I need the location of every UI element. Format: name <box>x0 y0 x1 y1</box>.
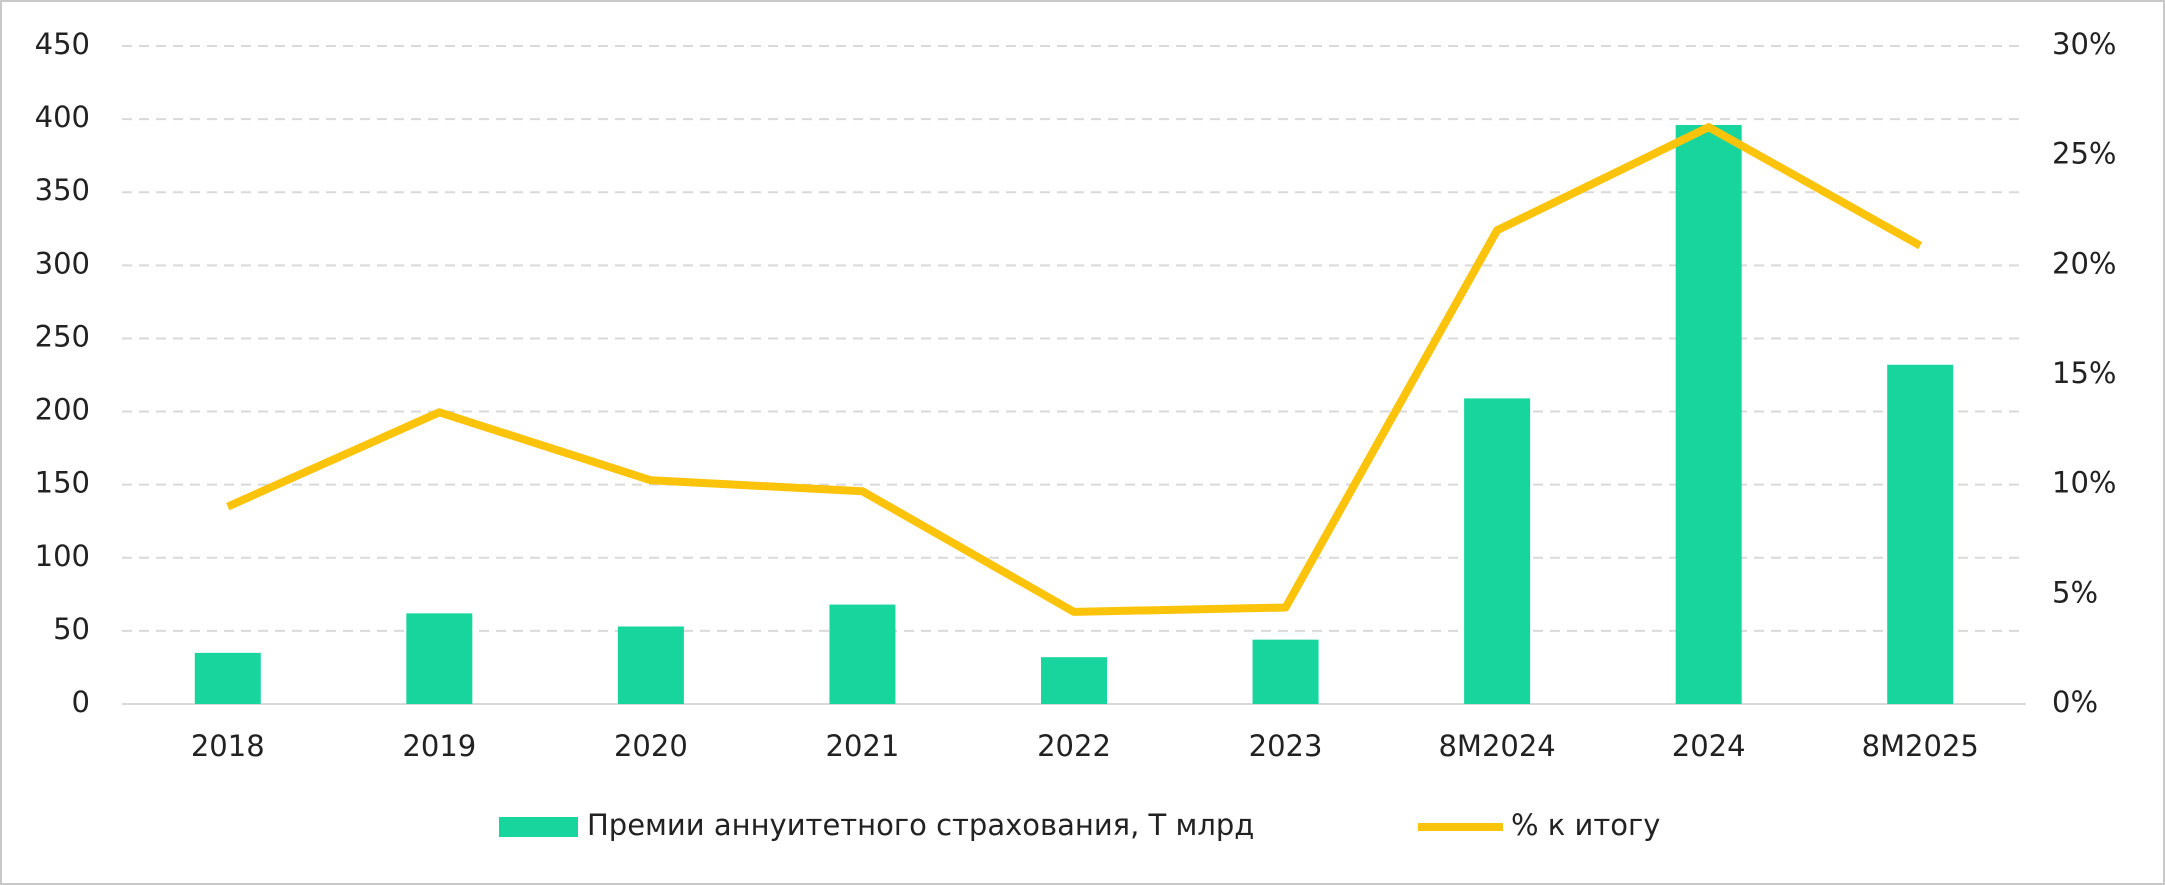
bar <box>1041 657 1107 704</box>
bar <box>1675 124 1742 704</box>
y-tick-label: 150 <box>35 466 90 500</box>
bar <box>194 652 261 704</box>
bar <box>406 613 473 704</box>
y-tick-label: 0 <box>72 685 90 719</box>
legend-label: Премии аннуитетного страхования, Т млрд <box>587 808 1254 842</box>
x-tick-label: 2021 <box>826 729 900 763</box>
x-tick-label: 2018 <box>191 729 265 763</box>
y2-tick-label: 30% <box>2052 27 2116 61</box>
y2-tick-label: 15% <box>2052 356 2116 390</box>
y-tick-label: 350 <box>35 173 90 207</box>
y2-tick-label: 10% <box>2052 466 2116 500</box>
y2-tick-label: 20% <box>2052 246 2116 280</box>
legend-label: % к итогу <box>1511 808 1660 842</box>
y2-tick-label: 25% <box>2052 137 2116 171</box>
y-tick-label: 250 <box>35 319 90 353</box>
y2-tick-label: 0% <box>2052 685 2098 719</box>
bar <box>1887 364 1954 704</box>
legend-swatch <box>499 817 578 837</box>
x-tick-label: 2023 <box>1249 729 1323 763</box>
bar <box>617 626 684 704</box>
line <box>226 123 1923 616</box>
x-tick-label: 2024 <box>1672 729 1746 763</box>
x-tick-label: 2019 <box>402 729 476 763</box>
bar <box>829 604 896 704</box>
y-tick-label: 50 <box>53 612 90 646</box>
y-tick-label: 100 <box>35 539 90 573</box>
y-tick-label: 300 <box>35 246 90 280</box>
y-tick-label: 200 <box>35 393 90 427</box>
x-tick-label: 8M2025 <box>1862 729 1979 763</box>
y2-tick-label: 5% <box>2052 575 2098 609</box>
bar <box>1464 398 1531 704</box>
x-tick-label: 2022 <box>1037 729 1111 763</box>
y-tick-label: 450 <box>35 27 90 61</box>
y-tick-label: 400 <box>35 100 90 134</box>
bar <box>1252 639 1319 704</box>
x-tick-label: 8M2024 <box>1438 729 1555 763</box>
x-tick-label: 2020 <box>614 729 688 763</box>
